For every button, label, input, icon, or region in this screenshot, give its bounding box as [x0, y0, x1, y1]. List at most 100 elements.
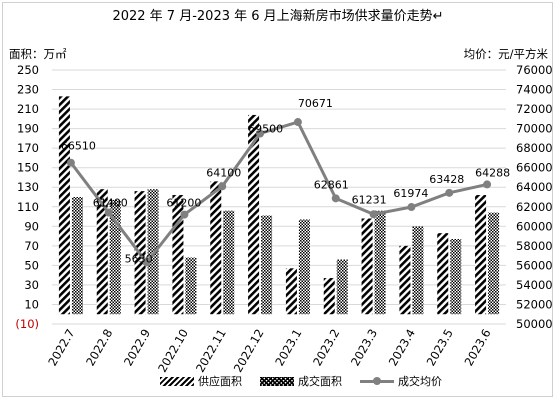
deal-bar	[298, 219, 310, 315]
supply-bar	[323, 278, 335, 315]
left-tick-label: 130	[17, 180, 39, 194]
x-tick-label: 2023.4	[386, 327, 418, 369]
right-tick-label: 58000	[516, 239, 553, 253]
chart-title: 2022 年 7 月-2023 年 6 月上海新房市场供求量价走势↵	[112, 9, 444, 24]
supply-bar	[96, 189, 108, 315]
right-axis-label: 均价：元/平方米	[463, 47, 548, 61]
deal-bar	[412, 226, 424, 315]
right-tick-label: 66000	[516, 161, 553, 175]
right-tick-label: 50000	[516, 317, 553, 331]
right-tick-label: 76000	[516, 63, 553, 77]
price-data-label: 64100	[206, 166, 241, 179]
left-tick-label: 110	[17, 200, 39, 214]
price-marker	[66, 158, 75, 167]
deal-bar	[71, 197, 83, 315]
price-marker	[293, 118, 302, 127]
x-tick-label: 2023.3	[348, 327, 380, 369]
deal-bar	[336, 259, 348, 315]
price-marker	[407, 203, 416, 212]
x-tick-label: 2022.10	[155, 327, 191, 375]
legend-item-price: 成交均价	[360, 373, 442, 389]
deal-bar	[109, 199, 121, 315]
deal-bar	[223, 210, 235, 315]
deal-bar	[261, 215, 273, 315]
price-data-label: 61974	[393, 187, 428, 200]
left-tick-label: 230	[17, 83, 39, 97]
right-tick-label: 70000	[516, 122, 553, 136]
x-tick-label: 2022.7	[45, 327, 77, 369]
supply-bar	[285, 268, 297, 315]
deal-bar	[450, 239, 462, 315]
price-data-label: 62861	[314, 178, 349, 191]
price-marker	[256, 129, 265, 138]
price-data-label: 69500	[248, 123, 283, 136]
left-tick-label: 150	[17, 161, 39, 175]
price-data-label: 66510	[61, 140, 96, 153]
legend: 供应面积 成交面积 成交均价	[160, 373, 460, 389]
supply-bar	[437, 233, 449, 315]
left-tick-label: 30	[24, 278, 39, 292]
price-data-label: 61400	[93, 197, 128, 210]
price-marker	[218, 182, 227, 191]
price-data-label: 64288	[475, 166, 510, 179]
legend-price-label: 成交均价	[398, 375, 442, 388]
legend-supply-label: 供应面积	[198, 375, 242, 388]
price-data-label: 63428	[429, 173, 464, 186]
legend-item-deal: 成交面积	[260, 373, 342, 389]
left-tick-label: 250	[17, 63, 39, 77]
price-line	[66, 118, 492, 267]
x-tick-label: 2022.9	[121, 327, 153, 369]
data-labels: 6651061400563061200641006950070671628616…	[61, 97, 510, 265]
right-tick-label: 54000	[516, 278, 553, 292]
x-tick-label: 2022.8	[83, 327, 115, 369]
left-tick-label: 50	[24, 258, 39, 272]
x-tick-label: 2023.2	[310, 327, 342, 369]
right-tick-label: 56000	[516, 258, 553, 272]
left-tick-label: (10)	[15, 317, 39, 331]
supply-bar	[248, 114, 260, 315]
left-tick-label: 190	[17, 122, 39, 136]
left-tick-label: 210	[17, 102, 39, 116]
legend-deal-label: 成交面积	[298, 375, 342, 388]
right-tick-label: 72000	[516, 102, 553, 116]
price-marker	[180, 210, 189, 219]
supply-bar	[58, 96, 70, 315]
left-tick-label: 170	[17, 141, 39, 155]
left-tick-label: 10	[24, 297, 39, 311]
price-polyline	[69, 120, 488, 265]
x-tick-label: 2022.11	[193, 327, 229, 375]
right-tick-label: 62000	[516, 200, 553, 214]
price-marker	[369, 210, 378, 219]
price-marker	[483, 180, 492, 189]
left-tick-label: 90	[24, 219, 39, 233]
x-tick-label: 2023.1	[272, 327, 304, 369]
price-marker	[142, 258, 151, 267]
deal-bar	[147, 189, 159, 315]
left-axis-label: 面积：万㎡	[9, 47, 67, 61]
supply-swatch	[160, 376, 194, 386]
legend-item-supply: 供应面积	[160, 373, 242, 389]
price-data-label: 70671	[298, 97, 333, 110]
price-marker	[445, 188, 454, 197]
supply-bar	[172, 195, 184, 315]
x-tick-label: 2023.6	[461, 327, 493, 369]
x-tick-label: 2023.5	[424, 327, 456, 369]
deal-bar	[488, 212, 500, 315]
price-data-label: 61231	[352, 193, 387, 206]
right-tick-label: 68000	[516, 141, 553, 155]
chart-frame	[2, 2, 553, 397]
price-swatch	[360, 376, 394, 385]
price-marker	[104, 208, 113, 217]
price-data-label: 5630	[125, 252, 153, 265]
supply-bar	[475, 195, 487, 315]
axes: (10) 10 30 50 70 90 110 130 150 170 190 210 230 250 50…	[15, 63, 552, 375]
left-tick-label: 70	[24, 239, 39, 253]
right-tick-label: 74000	[516, 83, 553, 97]
price-data-label: 61200	[166, 197, 201, 210]
supply-bar	[210, 181, 222, 315]
supply-bar	[361, 218, 373, 315]
deal-bar	[374, 210, 386, 315]
x-tick-label: 2022.12	[231, 327, 267, 375]
right-tick-label: 60000	[516, 219, 553, 233]
